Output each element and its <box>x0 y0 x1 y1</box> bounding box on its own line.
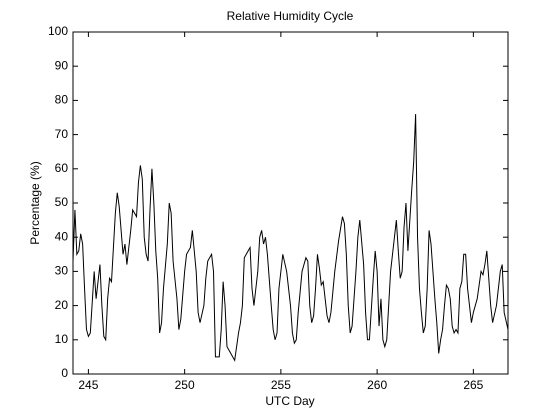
x-tick-label: 265 <box>463 378 483 392</box>
y-tick-label: 30 <box>55 264 69 278</box>
y-tick-label: 80 <box>55 93 69 107</box>
y-tick-label: 0 <box>61 366 68 380</box>
x-tick-label: 255 <box>271 378 291 392</box>
y-tick-label: 10 <box>55 332 69 346</box>
y-tick-label: 100 <box>48 24 68 38</box>
x-tick-label: 245 <box>78 378 98 392</box>
y-tick-label: 50 <box>55 195 69 209</box>
x-tick-label: 250 <box>175 378 195 392</box>
x-axis-label: UTC Day <box>265 394 314 408</box>
chart-title: Relative Humidity Cycle <box>227 9 354 23</box>
y-tick-label: 70 <box>55 127 69 141</box>
y-tick-label: 60 <box>55 161 69 175</box>
y-tick-label: 90 <box>55 58 69 72</box>
x-tick-label: 260 <box>367 378 387 392</box>
y-tick-label: 20 <box>55 298 69 312</box>
data-line <box>72 114 509 362</box>
y-axis-label: Percentage (%) <box>28 161 42 244</box>
y-tick-label: 40 <box>55 229 69 243</box>
